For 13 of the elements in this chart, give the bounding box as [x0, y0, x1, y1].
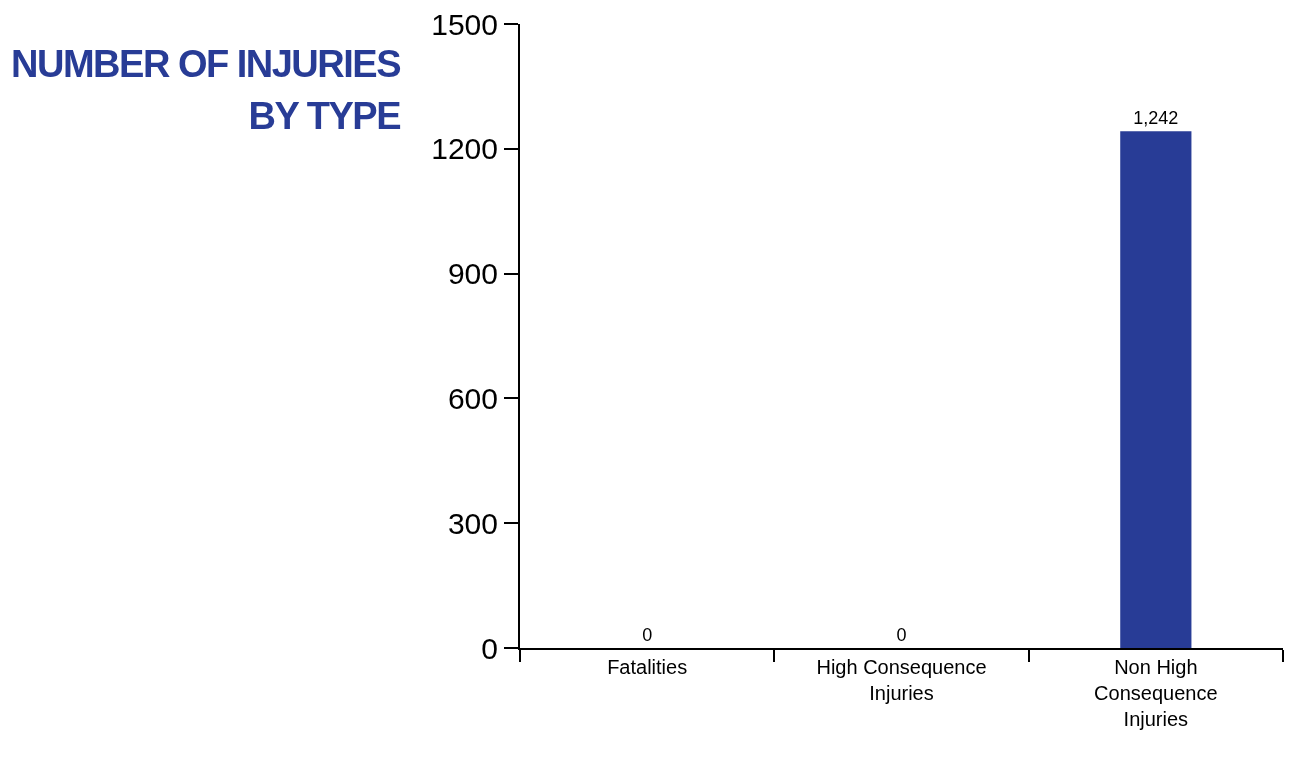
data-label: 1,242	[1133, 108, 1179, 129]
y-tick-label: 1500	[431, 7, 498, 41]
y-tick-label: 300	[447, 506, 498, 540]
data-label: 0	[642, 625, 653, 645]
y-tick-label: 1200	[431, 132, 498, 166]
text: NUMBER OF INJURIES BY TYPE	[10, 42, 400, 139]
x-tick-label: Non High Consequence Injuries	[1094, 656, 1218, 730]
x-tick-label: High Consequence Injuries	[816, 656, 987, 704]
y-tick-label: 600	[447, 381, 498, 415]
y-tick-label: 900	[447, 257, 498, 291]
y-tick-label: 0	[481, 631, 498, 665]
data-label: 0	[896, 625, 907, 645]
x-tick-label: Fatalities	[607, 656, 688, 678]
